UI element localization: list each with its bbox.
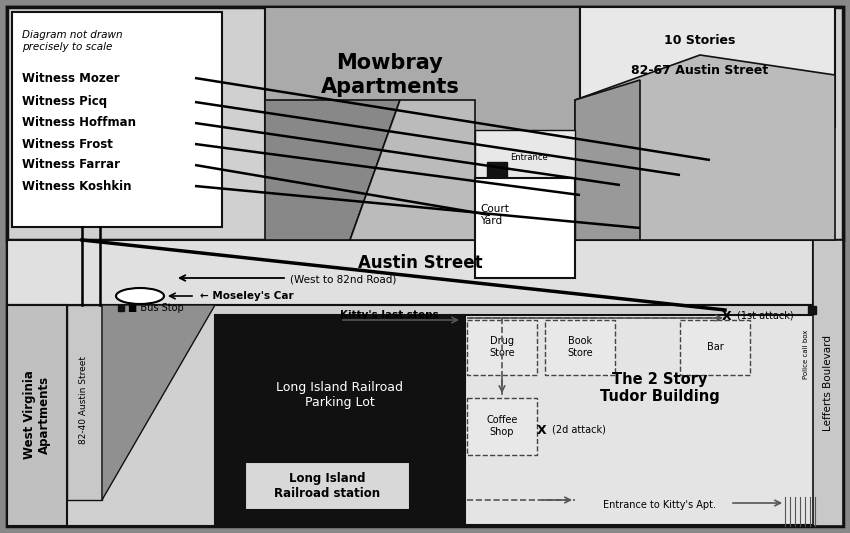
Text: 10 Stories

82-67 Austin Street: 10 Stories 82-67 Austin Street: [632, 34, 768, 77]
Text: (1st attack): (1st attack): [737, 311, 794, 321]
Polygon shape: [7, 305, 67, 526]
Polygon shape: [467, 398, 537, 455]
Polygon shape: [462, 315, 817, 525]
Text: Police call box: Police call box: [803, 330, 809, 379]
Text: Mowbray
Apartments: Mowbray Apartments: [320, 53, 460, 96]
Text: Entrance: Entrance: [510, 153, 547, 162]
Polygon shape: [7, 240, 813, 305]
Polygon shape: [487, 162, 507, 177]
Text: X: X: [537, 424, 547, 437]
Polygon shape: [215, 315, 465, 526]
Polygon shape: [7, 305, 813, 526]
Text: Drug
Store: Drug Store: [490, 336, 515, 358]
Text: Entrance to Kitty's Apt.: Entrance to Kitty's Apt.: [604, 500, 717, 510]
Text: Austin Street: Austin Street: [358, 254, 482, 272]
Polygon shape: [475, 178, 575, 278]
Polygon shape: [102, 305, 215, 500]
Text: Long Island
Railroad station: Long Island Railroad station: [274, 472, 380, 500]
Polygon shape: [575, 55, 835, 240]
Polygon shape: [580, 7, 835, 127]
Text: Kitty's last steps: Kitty's last steps: [340, 310, 439, 320]
Text: Witness Farrar: Witness Farrar: [22, 158, 120, 172]
Text: Witness Frost: Witness Frost: [22, 138, 113, 150]
Text: Witness Mozer: Witness Mozer: [22, 71, 120, 85]
Text: The 2 Story
Tudor Building: The 2 Story Tudor Building: [600, 372, 720, 404]
Text: ← Moseley's Car: ← Moseley's Car: [200, 291, 293, 301]
Text: Witness Koshkin: Witness Koshkin: [22, 180, 132, 192]
Polygon shape: [808, 306, 816, 314]
Text: (2d attack): (2d attack): [552, 425, 606, 435]
Polygon shape: [7, 7, 843, 240]
Text: Witness Hoffman: Witness Hoffman: [22, 117, 136, 130]
Polygon shape: [265, 7, 580, 170]
Text: ■ Bus Stop: ■ Bus Stop: [128, 303, 184, 313]
Polygon shape: [575, 80, 640, 240]
Text: Diagram not drawn
precisely to scale: Diagram not drawn precisely to scale: [22, 30, 122, 52]
Text: (West to 82nd Road): (West to 82nd Road): [290, 274, 396, 284]
Text: Long Island Railroad
Parking Lot: Long Island Railroad Parking Lot: [276, 381, 404, 409]
Text: West Virginia
Apartments: West Virginia Apartments: [23, 370, 51, 459]
Text: Lefferts Boulevard: Lefferts Boulevard: [823, 335, 833, 431]
Polygon shape: [118, 305, 124, 311]
Text: Book
Store: Book Store: [567, 336, 592, 358]
Polygon shape: [545, 320, 615, 375]
Polygon shape: [467, 320, 537, 375]
Ellipse shape: [116, 288, 164, 304]
Polygon shape: [7, 7, 843, 526]
Polygon shape: [813, 240, 843, 526]
Polygon shape: [475, 130, 575, 240]
Polygon shape: [12, 12, 222, 227]
Text: X: X: [722, 310, 732, 322]
Text: Court
Yard: Court Yard: [480, 204, 509, 226]
Polygon shape: [680, 320, 750, 375]
Polygon shape: [245, 462, 410, 510]
Text: 82-40 Austin Street: 82-40 Austin Street: [80, 356, 88, 444]
Text: Coffee
Shop: Coffee Shop: [486, 415, 518, 437]
Text: Witness Picq: Witness Picq: [22, 95, 107, 109]
Polygon shape: [265, 100, 400, 240]
Text: Bar: Bar: [706, 342, 723, 352]
Polygon shape: [350, 100, 475, 240]
Polygon shape: [67, 305, 102, 500]
